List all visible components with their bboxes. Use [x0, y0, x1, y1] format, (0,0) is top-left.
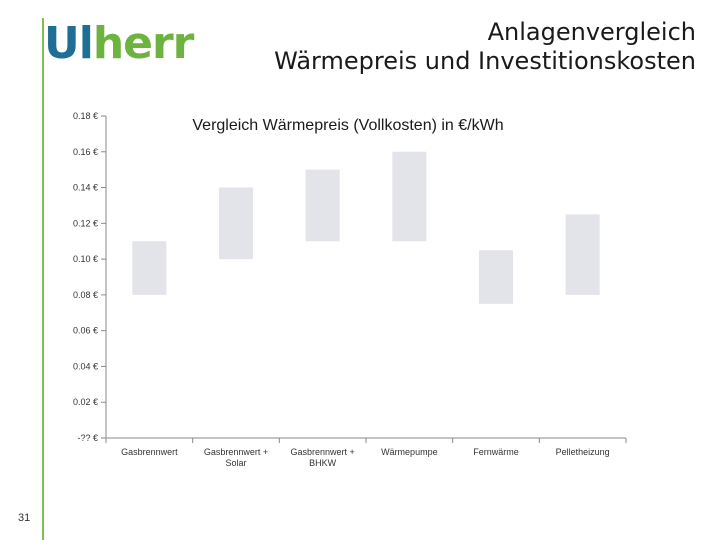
- x-tick-label: Pelletheizung: [556, 447, 610, 457]
- x-tick-label: Fernwärme: [473, 447, 519, 457]
- slide-title-line-1: Anlagenvergleich: [487, 18, 696, 46]
- chart-axes: [101, 115, 627, 443]
- y-tick-label: 0.08 €: [73, 290, 98, 300]
- slide-title: Anlagenvergleich Wärmepreis und Investit…: [274, 18, 696, 76]
- x-tick-label: Gasbrennwert + Solar: [204, 447, 268, 468]
- accent-vertical-line: [42, 18, 44, 540]
- y-tick-label: 0.02 €: [73, 397, 98, 407]
- y-tick-label: 0.18 €: [73, 111, 98, 121]
- range-bar: [132, 241, 167, 295]
- range-bar: [392, 151, 427, 242]
- y-tick-labels: -?? € 0.02 € 0.04 € 0.06 € 0.08 € 0.10 € 0.12 …: [73, 111, 98, 443]
- y-tick-label: 0.14 €: [73, 183, 98, 193]
- range-bar: [479, 250, 513, 304]
- x-tick-label: Gasbrennwert: [121, 447, 178, 457]
- x-tick-label: Gasbrennwert + BHKW: [291, 447, 355, 468]
- y-tick-label: 0.04 €: [73, 361, 98, 371]
- slide-title-line-2: Wärmepreis und Investitionskosten: [274, 47, 696, 75]
- chart-title: Vergleich Wärmepreis (Vollkosten) in €/k…: [192, 117, 503, 134]
- page-number: 31: [18, 512, 31, 524]
- y-tick-label: 0.06 €: [73, 326, 98, 336]
- x-tick-labels: Gasbrennwert Gasbrennwert + Solar Gasbrennw…: [121, 447, 610, 468]
- y-tick-label: 0.10 €: [73, 254, 98, 264]
- range-bar: [305, 169, 340, 242]
- range-bar: [565, 214, 600, 295]
- chart-bars: [132, 151, 600, 304]
- y-tick-label: 0.16 €: [73, 147, 98, 157]
- range-bar: [219, 187, 253, 260]
- uiherr-logo: Ulherr: [44, 14, 195, 74]
- logo-part-2: herr: [92, 18, 195, 69]
- y-tick-label: -?? €: [77, 433, 98, 443]
- y-tick-label: 0.12 €: [73, 218, 98, 228]
- x-tick-label: Wärmepumpe: [381, 447, 438, 457]
- logo-part-1: Ul: [44, 18, 94, 69]
